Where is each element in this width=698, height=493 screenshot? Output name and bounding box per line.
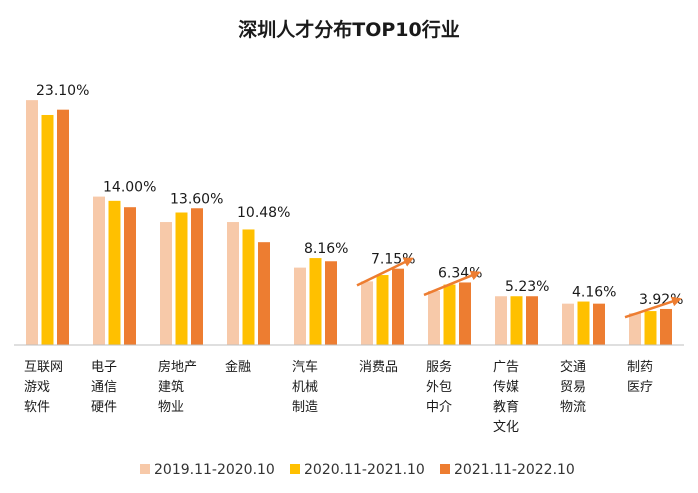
category-label-7-line-3: 中介 xyxy=(426,400,452,415)
bar-6-series-3 xyxy=(392,268,404,345)
bar-3-series-1 xyxy=(160,222,172,345)
trend-arrow-3 xyxy=(624,296,682,319)
category-label-9-line-1: 交通 xyxy=(560,359,586,375)
data-label-9: 4.16% xyxy=(572,285,616,301)
category-label-3-line-3: 物业 xyxy=(158,400,184,415)
bar-2-series-3 xyxy=(124,207,136,345)
trend-arrow-1 xyxy=(356,257,414,287)
data-label-3: 13.60% xyxy=(170,191,223,207)
category-label-1-line-3: 软件 xyxy=(24,400,50,415)
category-label-3-line-2: 建筑 xyxy=(158,379,184,395)
category-label-1-line-2: 游戏 xyxy=(24,380,50,395)
legend-label-1: 2019.11-2020.10 xyxy=(154,462,275,478)
bar-4-series-1 xyxy=(227,222,239,345)
bar-7-series-2 xyxy=(443,284,456,345)
category-label-8-line-3: 教育 xyxy=(493,399,519,415)
bar-5-series-1 xyxy=(294,267,306,345)
category-label-5-line-3: 制造 xyxy=(292,400,318,415)
bar-8-series-1 xyxy=(495,296,507,345)
legend-swatch-2 xyxy=(290,464,300,474)
data-label-1: 23.10% xyxy=(36,83,89,99)
bar-9-series-1 xyxy=(562,303,574,345)
bar-10-series-3 xyxy=(660,308,672,345)
bar-7-series-1 xyxy=(428,290,440,345)
legend: 2019.11-2020.10 2020.11-2021.10 2021.11-20… xyxy=(140,462,575,478)
data-label-8: 5.23% xyxy=(505,279,549,295)
category-label-5-line-1: 汽车 xyxy=(292,359,318,375)
bar-9-series-3 xyxy=(593,303,605,345)
chart-title: 深圳人才分布TOP10行业 xyxy=(238,18,459,41)
bar-5-series-2 xyxy=(309,258,322,345)
bar-1-series-3 xyxy=(57,109,69,346)
legend-swatch-1 xyxy=(140,464,150,474)
legend-label-2: 2020.11-2021.10 xyxy=(304,462,425,478)
legend-label-3: 2021.11-2022.10 xyxy=(454,462,575,478)
category-label-8-line-4: 文化 xyxy=(493,420,519,435)
category-label-2-line-1: 电子 xyxy=(91,360,117,375)
category-label-7-line-1: 服务 xyxy=(426,359,452,375)
data-label-5: 8.16% xyxy=(304,241,348,257)
bar-10-series-2 xyxy=(644,311,657,345)
category-label-10-line-2: 医疗 xyxy=(627,380,653,395)
trend-arrow-2 xyxy=(423,270,481,297)
category-label-1-line-1: 互联网 xyxy=(24,360,63,375)
bar-10-series-1 xyxy=(629,313,641,345)
bar-1-series-1 xyxy=(26,100,38,345)
category-label-5-line-2: 机械 xyxy=(292,380,318,395)
category-label-9-line-2: 贸易 xyxy=(560,380,586,395)
category-label-4-line-1: 金融 xyxy=(225,359,251,375)
bar-8-series-2 xyxy=(510,296,523,345)
category-label-2-line-2: 通信 xyxy=(91,380,117,395)
bar-7-series-3 xyxy=(459,282,471,345)
bar-2-series-2 xyxy=(108,200,121,345)
category-label-10-line-1: 制药 xyxy=(627,360,653,375)
category-label-9-line-3: 物流 xyxy=(560,400,586,415)
bar-2-series-1 xyxy=(93,196,105,345)
bar-1-series-2 xyxy=(41,114,54,345)
bar-3-series-2 xyxy=(175,212,188,345)
category-label-7-line-2: 外包 xyxy=(426,380,452,395)
bar-9-series-2 xyxy=(577,301,590,345)
bar-6-series-1 xyxy=(361,281,373,345)
category-label-8-line-2: 传媒 xyxy=(493,380,519,395)
trend-arrows xyxy=(356,257,682,319)
data-label-4: 10.48% xyxy=(237,205,290,221)
category-label-3-line-1: 房地产 xyxy=(158,359,197,375)
bar-8-series-3 xyxy=(526,296,538,345)
bars xyxy=(26,100,672,346)
bar-3-series-3 xyxy=(191,208,203,345)
bar-6-series-2 xyxy=(376,275,389,345)
bar-4-series-2 xyxy=(242,229,255,345)
bar-5-series-3 xyxy=(325,261,337,345)
category-label-2-line-3: 硬件 xyxy=(91,400,117,415)
category-label-8-line-1: 广告 xyxy=(493,360,519,375)
legend-swatch-3 xyxy=(440,464,450,474)
category-label-6-line-1: 消费品 xyxy=(359,360,398,375)
data-label-2: 14.00% xyxy=(103,180,156,196)
bar-4-series-3 xyxy=(258,242,270,345)
